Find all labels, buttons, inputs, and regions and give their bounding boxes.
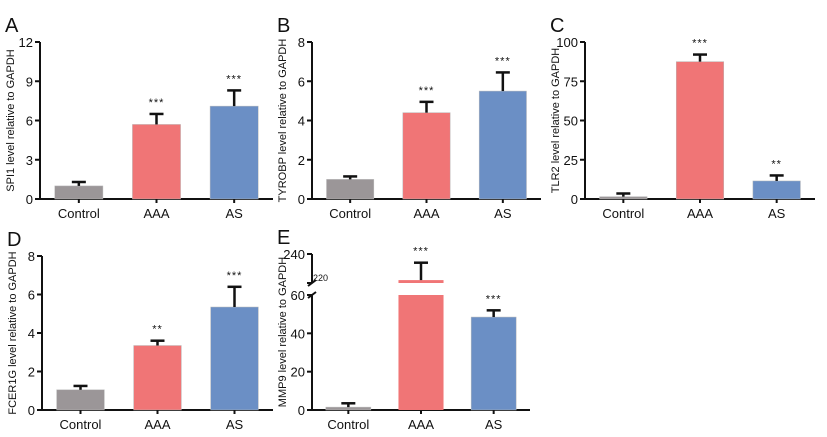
x-tick-label: AS [485, 417, 503, 432]
y-axis-label: FCER1G level relative to GAPDH [7, 251, 19, 414]
bar-aaa [133, 345, 182, 411]
x-tick-label: AAA [143, 206, 169, 221]
panel-label: B [277, 15, 290, 37]
y-tick-label: 2 [28, 365, 35, 380]
y-axis-label: MMP9 level relative to GAPDH [277, 257, 289, 407]
bar-control [54, 185, 104, 200]
x-tick-label: AS [226, 417, 244, 432]
panel-e: E MMP9 level relative to GAPDH 0 20 40 60 220 2… [277, 227, 530, 432]
panel-c: C TLR2 level relative to GAPDH 0 25 50 75 100 C… [550, 15, 815, 221]
y-tick-label: 20 [291, 365, 305, 380]
y-tick-label: 8 [298, 35, 305, 50]
bar-as [209, 105, 259, 200]
panel-a: A SPI1 level relative to GAPDH 0 3 6 9 12 Contr… [5, 15, 273, 221]
panel-label: C [550, 15, 564, 37]
x-tick-label: Control [60, 417, 102, 432]
y-tick-label: 220 [313, 273, 328, 283]
y-tick-label: 0 [298, 403, 305, 418]
significance-label: *** [149, 97, 165, 109]
bar-as [210, 306, 259, 411]
x-tick-label: AS [768, 206, 786, 221]
significance-label: *** [419, 85, 435, 97]
y-axis-label: SPI1 level relative to GAPDH [5, 49, 17, 192]
y-tick-label: 75 [564, 74, 578, 89]
significance-label: *** [486, 293, 502, 305]
y-tick-label: 0 [571, 192, 578, 207]
y-tick-label: 60 [291, 288, 305, 303]
y-tick-label: 25 [564, 153, 578, 168]
y-tick-label: 2 [298, 153, 305, 168]
significance-label: *** [227, 270, 243, 282]
y-tick-label: 50 [564, 114, 578, 129]
y-tick-label: 0 [28, 403, 35, 418]
bar-as [470, 316, 517, 411]
y-tick-label: 240 [283, 247, 305, 262]
x-tick-label: AS [225, 206, 243, 221]
bar-as [478, 90, 527, 200]
significance-label: *** [495, 55, 511, 67]
y-axis-label: TYROBP level relative to GAPDH [277, 39, 289, 203]
y-tick-label: 4 [298, 114, 305, 129]
bar-control [56, 389, 105, 411]
bar-aaa [398, 295, 444, 410]
y-tick-label: 6 [298, 74, 305, 89]
y-tick-label: 9 [26, 74, 33, 89]
y-tick-label: 0 [26, 192, 33, 207]
y-tick-label: 6 [26, 114, 33, 129]
significance-label: ** [152, 324, 163, 336]
bar-as [752, 180, 801, 200]
bar-control [326, 179, 375, 200]
y-tick-label: 100 [556, 35, 578, 50]
bar-control [599, 196, 648, 200]
significance-label: *** [413, 246, 429, 258]
bar-aaa-upper [398, 280, 444, 283]
y-tick-label: 12 [19, 35, 33, 50]
panel-label: D [7, 229, 21, 251]
bar-control [325, 406, 372, 411]
x-tick-label: Control [327, 417, 369, 432]
x-tick-label: Control [602, 206, 644, 221]
x-tick-label: AAA [413, 206, 439, 221]
significance-label: ** [771, 158, 782, 170]
x-tick-label: Control [329, 206, 371, 221]
x-tick-label: AS [494, 206, 512, 221]
significance-label: *** [226, 73, 242, 85]
y-axis-label: TLR2 level relative to GAPDH [550, 48, 562, 194]
significance-label: *** [692, 38, 708, 50]
y-tick-label: 6 [28, 288, 35, 303]
y-tick-label: 4 [28, 326, 35, 341]
panel-label: A [5, 15, 19, 37]
bar-aaa [402, 112, 451, 200]
y-tick-label: 8 [28, 249, 35, 264]
y-tick-label: 40 [291, 326, 305, 341]
y-tick-label: 3 [26, 153, 33, 168]
panel-label: E [277, 227, 290, 249]
y-tick-label: 0 [298, 192, 305, 207]
x-tick-label: AAA [408, 417, 434, 432]
x-tick-label: Control [58, 206, 100, 221]
bar-aaa [132, 124, 181, 200]
panel-b: B TYROBP level relative to GAPDH 0 2 4 6 8 Cont… [277, 15, 541, 221]
x-tick-label: AAA [144, 417, 170, 432]
x-tick-label: AAA [687, 206, 713, 221]
bar-aaa [675, 61, 725, 200]
